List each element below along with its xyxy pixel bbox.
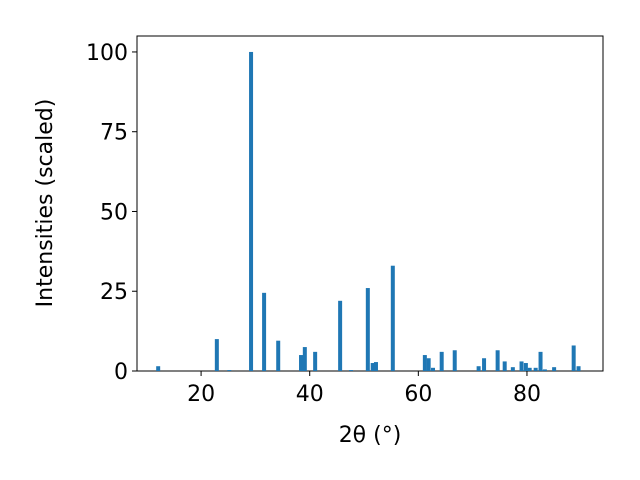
x-tick-label: 40 [296, 382, 324, 407]
bar [302, 347, 307, 371]
y-axis-label: Intensities (scaled) [33, 99, 58, 308]
y-tick-label: 100 [86, 41, 128, 66]
bar [538, 351, 543, 371]
bar [523, 363, 528, 371]
bar [262, 292, 267, 371]
bar [552, 367, 557, 371]
plot-frame [136, 35, 604, 372]
bar [338, 300, 343, 371]
bar [299, 355, 304, 371]
bar [390, 265, 395, 371]
bar [313, 351, 318, 371]
x-tick-label: 20 [187, 382, 215, 407]
bar [426, 358, 431, 371]
bar [576, 366, 581, 371]
bar [227, 370, 232, 371]
bar [519, 361, 524, 371]
bar [482, 358, 487, 371]
bar [542, 369, 547, 371]
bar [214, 339, 219, 371]
bar [439, 351, 444, 371]
bar [348, 370, 353, 371]
bar [431, 367, 436, 371]
bar [276, 340, 281, 371]
y-tick-label: 50 [100, 200, 128, 225]
y-tick-label: 75 [100, 121, 128, 146]
bar [510, 367, 515, 371]
bar [527, 367, 532, 371]
x-tick-label: 80 [513, 382, 541, 407]
bar [476, 366, 481, 371]
bar [495, 350, 500, 371]
y-tick-label: 0 [114, 360, 128, 385]
bar [249, 51, 254, 371]
x-axis-label: 2θ (°) [339, 423, 402, 448]
bar [502, 361, 507, 371]
bar [365, 288, 370, 371]
bar [422, 355, 427, 371]
bar [452, 350, 457, 371]
bar [370, 363, 375, 371]
bar [373, 362, 378, 371]
bar [571, 345, 576, 371]
bar [156, 366, 161, 371]
y-tick-label: 25 [100, 280, 128, 305]
x-tick-label: 60 [404, 382, 432, 407]
bar [533, 367, 538, 371]
